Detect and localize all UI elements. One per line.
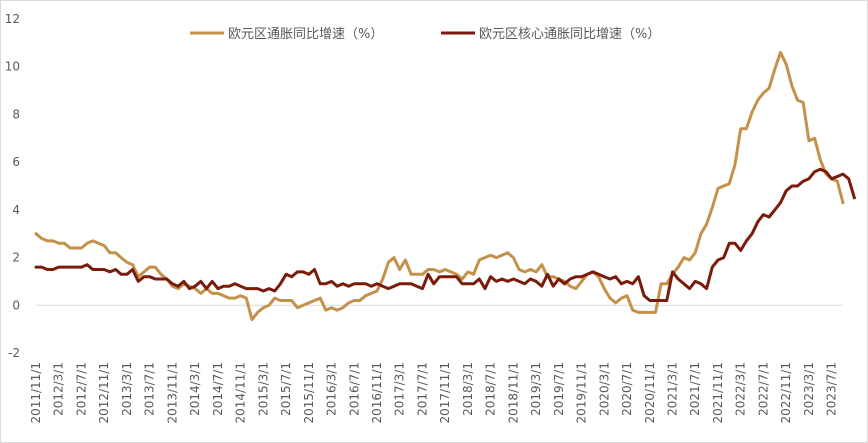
x-tick-label: 2018/7/1 (484, 362, 498, 416)
x-tick-label: 2014/3/1 (188, 362, 202, 416)
x-tick-label: 2023/7/1 (825, 362, 839, 416)
x-tick-label: 2016/3/1 (325, 362, 339, 416)
legend-label-1: 欧元区通胀同比增速（%） (228, 27, 383, 42)
x-tick-label: 2011/11/1 (29, 362, 43, 424)
x-tick-label: 2017/11/1 (438, 362, 452, 424)
y-tick-label: 10 (5, 60, 20, 74)
x-tick-label: 2013/11/1 (165, 362, 179, 424)
x-tick-label: 2015/7/1 (279, 362, 293, 416)
y-tick-label: -2 (8, 346, 20, 360)
x-tick-label: 2022/7/1 (756, 362, 770, 416)
x-tick-label: 2016/7/1 (347, 362, 361, 416)
x-tick-label: 2015/11/1 (302, 362, 316, 424)
x-tick-label: 2022/3/1 (734, 362, 748, 416)
x-tick-label: 2020/3/1 (597, 362, 611, 416)
x-tick-label: 2012/11/1 (97, 362, 111, 424)
y-tick-label: 8 (12, 107, 20, 121)
y-tick-label: 12 (5, 12, 20, 26)
x-tick-label: 2012/7/1 (74, 362, 88, 416)
x-tick-label: 2013/3/1 (120, 362, 134, 416)
x-tick-label: 2018/11/1 (506, 362, 520, 424)
x-tick-label: 2019/7/1 (552, 362, 566, 416)
x-tick-label: 2021/3/1 (666, 362, 680, 416)
x-tick-label: 2012/3/1 (52, 362, 66, 416)
x-tick-label: 2020/11/1 (643, 362, 657, 424)
x-tick-label: 2017/7/1 (415, 362, 429, 416)
x-tick-label: 2016/11/1 (370, 362, 384, 424)
y-tick-label: 4 (12, 203, 20, 217)
series-line-2 (34, 167, 856, 302)
x-tick-label: 2013/7/1 (143, 362, 157, 416)
x-tick-label: 2023/3/1 (802, 362, 816, 416)
y-tick-label: 6 (12, 155, 20, 169)
y-tick-label: 2 (12, 251, 20, 265)
x-tick-label: 2021/7/1 (688, 362, 702, 416)
x-tick-label: 2020/7/1 (620, 362, 634, 416)
legend-label-2: 欧元区核心通胀同比增速（%） (479, 27, 660, 42)
x-tick-label: 2021/11/1 (711, 362, 725, 424)
x-tick-label: 2022/11/1 (779, 362, 793, 424)
x-tick-label: 2019/3/1 (529, 362, 543, 416)
x-tick-label: 2014/7/1 (211, 362, 225, 416)
x-tick-label: 2019/11/1 (575, 362, 589, 424)
x-tick-label: 2014/11/1 (234, 362, 248, 424)
x-tick-label: 2018/3/1 (461, 362, 475, 416)
y-tick-label: 0 (12, 298, 20, 312)
x-tick-label: 2015/3/1 (256, 362, 270, 416)
x-tick-label: 2017/3/1 (393, 362, 407, 416)
